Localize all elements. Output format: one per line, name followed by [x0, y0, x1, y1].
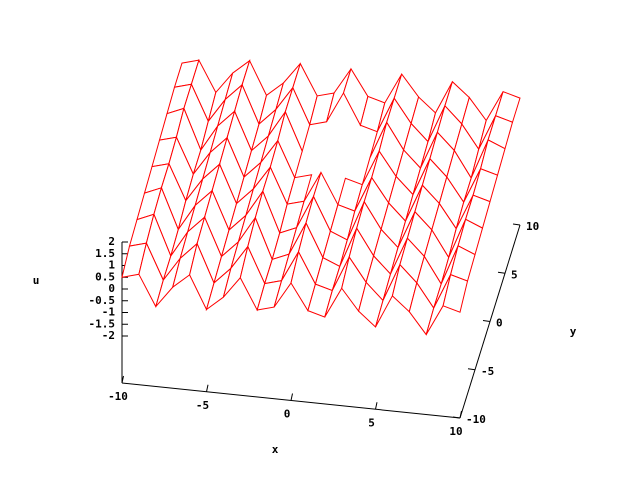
x-tick-label: -5: [196, 399, 209, 412]
x-tick: [375, 402, 378, 410]
z-tick-label: 0: [108, 282, 115, 295]
x-tick-label: -10: [108, 390, 128, 403]
x-axis-label: x: [272, 443, 279, 456]
x-tick: [206, 384, 209, 392]
z-axis-label: u: [33, 274, 40, 287]
z-tick-label: 0.5: [95, 270, 115, 283]
z-tick-label: 2: [108, 235, 115, 248]
y-tick: [467, 368, 476, 371]
z-tick-label: -0.5: [89, 294, 116, 307]
y-axis-label: y: [570, 325, 577, 338]
x-tick-label: 10: [449, 425, 462, 438]
z-tick-label: -1: [102, 306, 116, 319]
z-tick-label: 1: [108, 259, 115, 272]
z-tick-label: 1.5: [95, 247, 115, 260]
y-tick-label: 5: [511, 268, 518, 281]
y-tick-label: 0: [496, 317, 503, 330]
y-tick-label: 10: [526, 220, 539, 233]
x-tick-label: 5: [368, 416, 375, 429]
z-tick-label: -1.5: [89, 317, 116, 330]
y-tick-label: -5: [481, 365, 494, 378]
x-tick: [459, 410, 462, 419]
z-tick-label: -2: [102, 329, 115, 342]
y-tick: [497, 271, 506, 274]
x-tick: [121, 375, 124, 384]
y-tick-label: -10: [466, 413, 486, 426]
y-tick: [512, 223, 521, 226]
y-tick: [482, 320, 491, 322]
x-tick-label: 0: [284, 408, 291, 421]
surface-cell: [442, 273, 469, 313]
x-tick: [290, 393, 293, 401]
y-tick: [452, 416, 461, 419]
